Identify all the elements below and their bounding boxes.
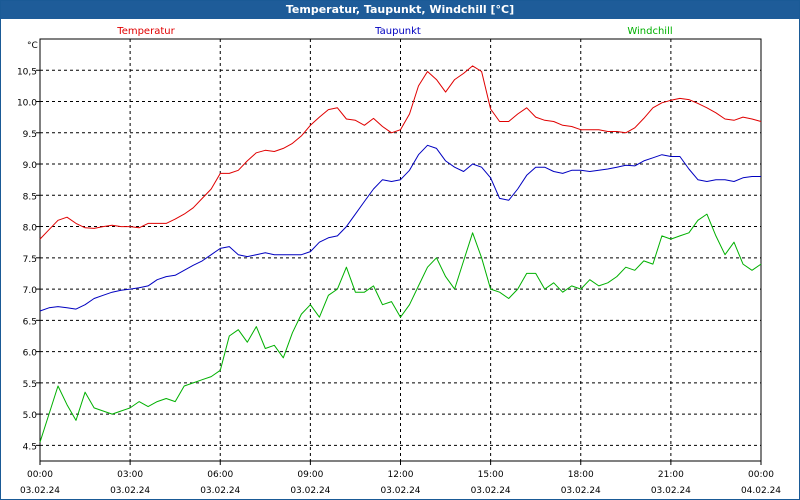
x-tick-date-label: 03.02.24: [290, 486, 330, 496]
x-tick-time-label: 03:00: [117, 470, 143, 480]
x-tick-time-label: 09:00: [297, 470, 323, 480]
x-tick-date-label: 04.02.24: [741, 486, 781, 496]
x-tick-time-label: 00:00: [27, 470, 53, 480]
y-tick-label: 7.0: [23, 286, 38, 296]
legend-temperatur: Temperatur: [116, 26, 175, 37]
y-tick-label: 10,5: [17, 67, 37, 77]
y-tick-label: 8.5: [23, 192, 37, 202]
x-tick-date-label: 03.02.24: [20, 486, 60, 496]
y-axis-label: °C: [27, 41, 38, 51]
x-tick-time-label: 00:00: [748, 470, 774, 480]
y-tick-label: 7.5: [23, 255, 37, 265]
x-tick-date-label: 03.02.24: [110, 486, 150, 496]
y-tick-label: 5.5: [23, 380, 37, 390]
y-tick-label: 6.5: [23, 317, 37, 327]
x-tick-time-label: 21:00: [658, 470, 684, 480]
x-tick-date-label: 03.02.24: [200, 486, 240, 496]
series-line-windchill: [39, 213, 762, 443]
y-tick-label: 9.0: [23, 161, 38, 171]
legend-windchill: Windchill: [627, 26, 672, 37]
x-tick-date-label: 03.02.24: [380, 486, 420, 496]
x-tick-date-label: 03.02.24: [651, 486, 691, 496]
y-tick-label: 4.5: [23, 442, 37, 452]
y-tick-label: 8.0: [23, 224, 38, 234]
line-chart: 4.5 5.0 5.5 6.0 6.5 7.0 7.5 8.0 8.5 9.0 9.5 10.0 10,…: [17, 26, 781, 496]
series-line-temperatur: [39, 65, 762, 240]
x-tick-date-label: 03.02.24: [561, 486, 601, 496]
y-tick-label: 9.5: [23, 130, 37, 140]
y-tick-label: 10.0: [17, 99, 37, 109]
y-tick-label: 5.0: [23, 411, 38, 421]
x-tick-time-label: 06:00: [207, 470, 233, 480]
x-tick-date-label: 03.02.24: [471, 486, 511, 496]
x-tick-time-label: 12:00: [388, 470, 414, 480]
x-tick-time-label: 18:00: [568, 470, 594, 480]
plot-border: [39, 38, 762, 462]
y-tick-label: 6.0: [23, 349, 38, 359]
series-line-taupunkt: [39, 144, 761, 312]
x-tick-time-label: 15:00: [478, 470, 504, 480]
window-title: Temperatur, Taupunkt, Windchill [°C]: [1, 1, 799, 19]
legend-taupunkt: Taupunkt: [374, 26, 421, 37]
